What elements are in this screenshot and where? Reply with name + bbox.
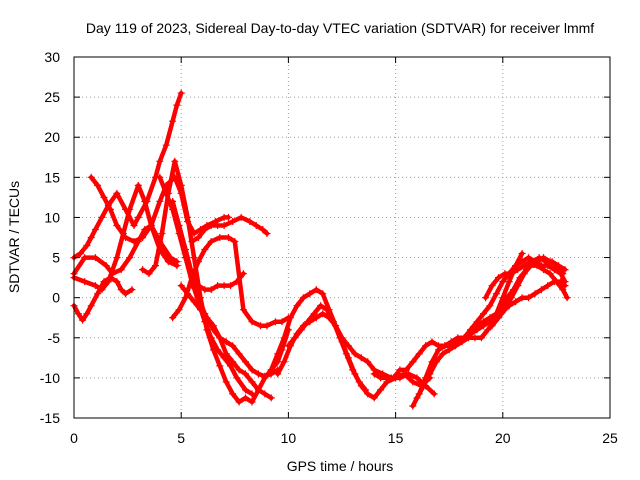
x-axis-label: GPS time / hours — [287, 458, 394, 474]
data-point-markers — [482, 254, 567, 302]
data-point-markers — [188, 270, 247, 294]
x-tick-label: 15 — [388, 430, 404, 446]
data-series — [70, 89, 571, 410]
series-arc-15 — [284, 302, 370, 394]
series-arc-10 — [177, 282, 275, 402]
x-tick-label: 20 — [495, 430, 511, 446]
chart-title: Day 119 of 2023, Sidereal Day-to-day VTE… — [86, 20, 594, 36]
plot-frame — [73, 56, 611, 419]
series-trace — [414, 255, 568, 401]
series-trace — [189, 215, 270, 244]
data-point-markers — [488, 262, 571, 330]
data-point-markers — [188, 213, 271, 245]
y-tick-label: 20 — [44, 129, 60, 145]
axis-ticks — [73, 56, 611, 419]
series-trace — [71, 275, 135, 323]
data-point-markers — [177, 282, 275, 402]
y-tick-label: 30 — [44, 49, 60, 65]
x-tick-label: 25 — [602, 430, 618, 446]
x-tick-label: 0 — [70, 430, 78, 446]
series-arc-1 — [70, 89, 185, 262]
series-arc-19 — [467, 278, 569, 334]
x-tick-label: 5 — [177, 430, 185, 446]
y-tick-label: -5 — [48, 330, 61, 346]
y-tick-label: 0 — [52, 290, 60, 306]
x-tick-label: 10 — [281, 430, 297, 446]
series-arc-18 — [413, 254, 569, 402]
y-tick-label: -15 — [40, 410, 60, 426]
data-point-markers — [284, 302, 370, 394]
series-trace — [140, 159, 291, 405]
series-arc-12 — [188, 213, 271, 245]
series-arc-9 — [169, 234, 292, 330]
data-point-markers — [370, 250, 526, 382]
series-arc-20 — [488, 262, 571, 330]
series-arc-11 — [188, 270, 247, 294]
series-trace — [468, 279, 568, 333]
series-arc-21 — [482, 254, 567, 302]
data-point-markers — [70, 89, 185, 262]
data-point-markers — [169, 234, 292, 330]
y-tick-label: 10 — [44, 209, 60, 225]
series-trace — [170, 235, 291, 328]
series-arc-5 — [70, 274, 136, 324]
tick-labels: 0 5 10 15 20 25 -15 -10 -5 0 5 10 15 20 25 30 — [40, 49, 618, 446]
y-tick-label: 5 — [52, 250, 60, 266]
y-tick-label: 25 — [44, 89, 60, 105]
y-tick-label: 15 — [44, 169, 60, 185]
y-tick-label: -10 — [40, 370, 60, 386]
y-axis-label: SDTVAR / TECUs — [6, 181, 22, 293]
